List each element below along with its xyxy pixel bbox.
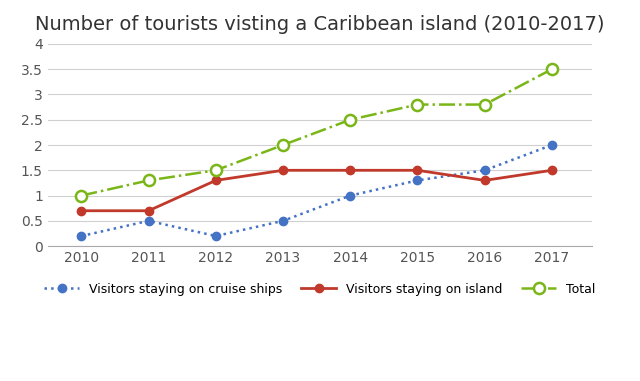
Title: Number of tourists visting a Caribbean island (2010-2017): Number of tourists visting a Caribbean i… (35, 15, 605, 34)
Legend: Visitors staying on cruise ships, Visitors staying on island, Total: Visitors staying on cruise ships, Visito… (39, 278, 601, 301)
